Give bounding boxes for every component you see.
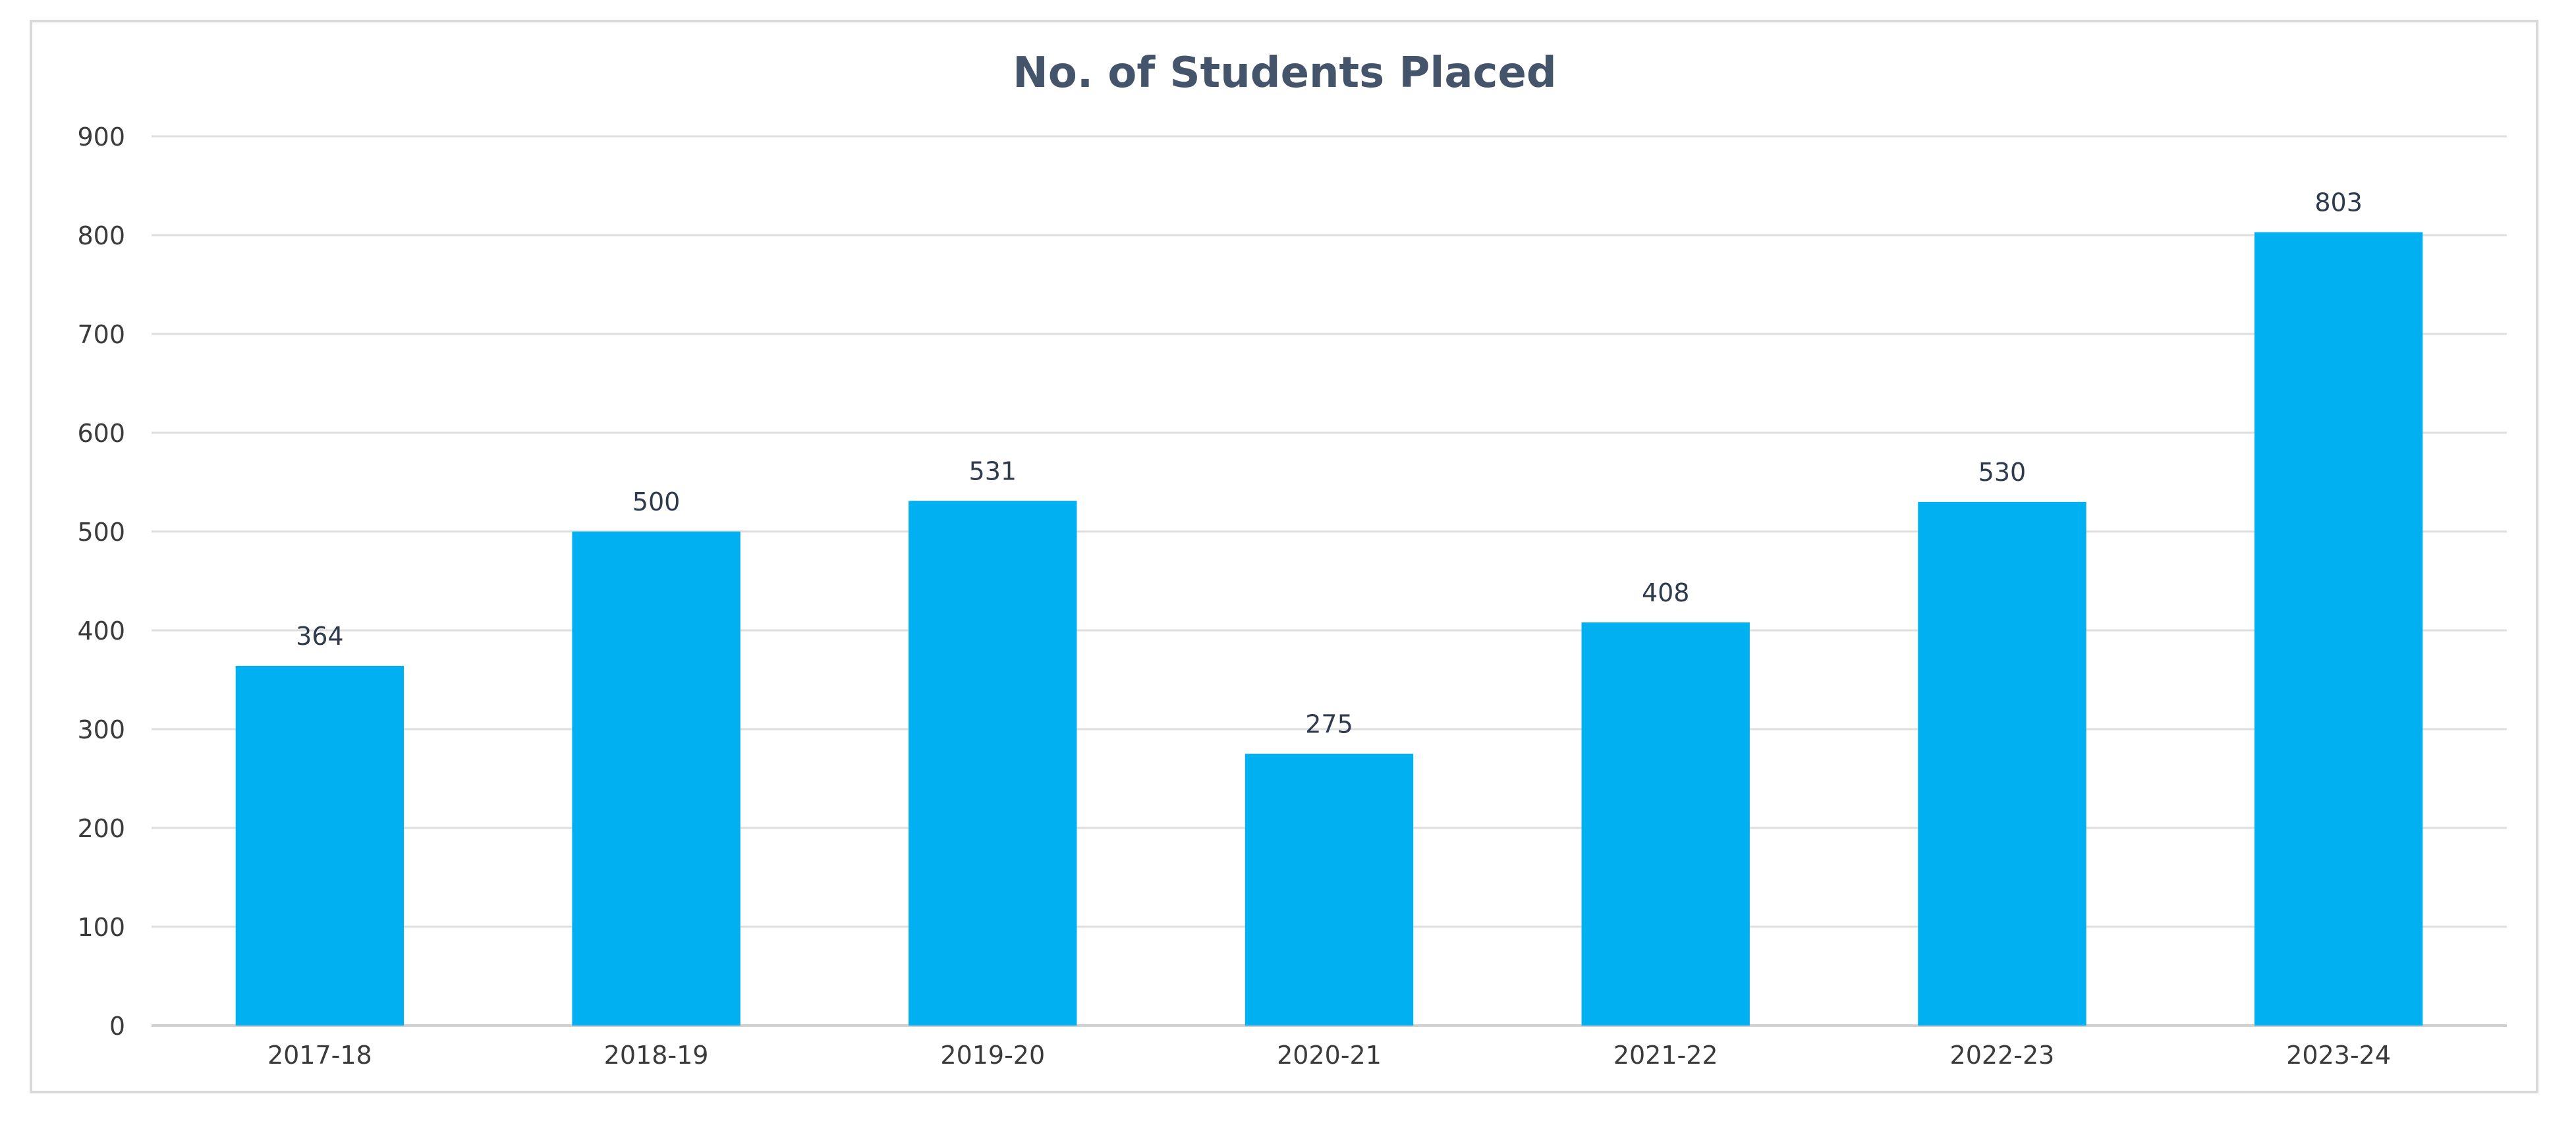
x-tick-label: 2017-18 (267, 1041, 372, 1070)
data-label: 408 (1642, 578, 1690, 607)
y-tick-label: 200 (77, 814, 125, 843)
x-tick-label: 2019-20 (940, 1041, 1045, 1070)
y-tick-label: 300 (77, 715, 125, 744)
data-label: 364 (296, 622, 344, 651)
bar-2018-19 (572, 532, 741, 1026)
data-label: 500 (632, 487, 681, 516)
x-axis-ticks: 2017-18 2018-19 2019-20 2020-21 2021-22 2022-… (267, 1041, 2391, 1070)
data-labels: 364 500 531 275 408 530 803 (296, 188, 2363, 739)
y-tick-label: 500 (77, 518, 125, 547)
y-tick-label: 900 (77, 123, 125, 151)
data-label: 531 (969, 457, 1017, 486)
bars (235, 232, 2423, 1026)
y-tick-label: 600 (77, 419, 125, 448)
x-tick-label: 2021-22 (1613, 1041, 1718, 1070)
data-label: 530 (1978, 458, 2027, 487)
x-tick-label: 2023-24 (2286, 1041, 2391, 1070)
x-tick-label: 2020-21 (1277, 1041, 1382, 1070)
bar-2019-20 (909, 501, 1077, 1026)
bar-2022-23 (1918, 502, 2086, 1026)
y-tick-label: 0 (109, 1012, 125, 1041)
bar-2020-21 (1245, 754, 1414, 1026)
x-tick-label: 2022-23 (1950, 1041, 2055, 1070)
chart-title: No. of Students Placed (1013, 49, 1556, 97)
bar-2021-22 (1581, 622, 1750, 1026)
y-tick-label: 700 (77, 320, 125, 349)
y-axis-ticks: 0 100 200 300 400 500 600 700 800 900 (77, 123, 125, 1041)
y-tick-label: 400 (77, 617, 125, 645)
bar-2017-18 (235, 666, 405, 1026)
x-tick-label: 2018-19 (604, 1041, 709, 1070)
data-label: 803 (2314, 188, 2363, 217)
data-label: 275 (1305, 710, 1353, 739)
bar-2023-24 (2254, 232, 2423, 1026)
y-tick-label: 100 (77, 913, 125, 942)
y-tick-label: 800 (77, 221, 125, 250)
gridlines (152, 135, 2507, 1027)
